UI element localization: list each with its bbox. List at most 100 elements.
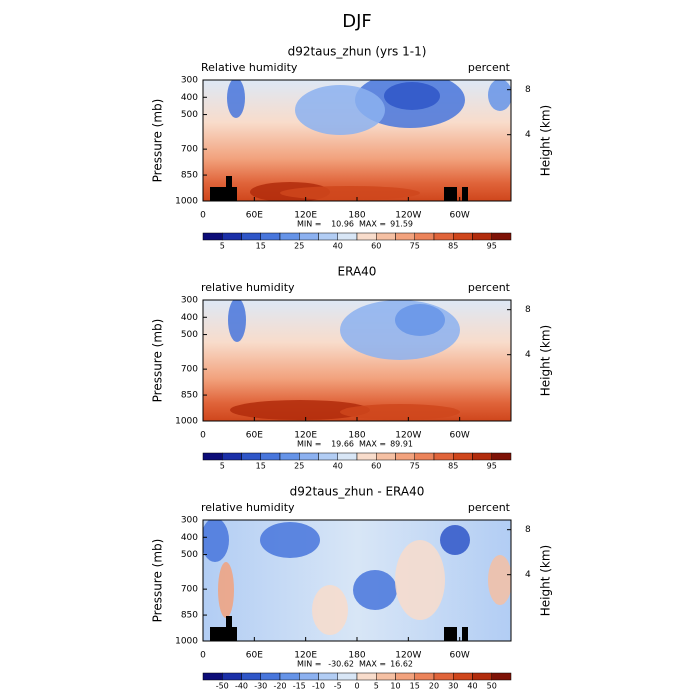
max-label: MAX = xyxy=(359,660,386,669)
x-tick-label: 60W xyxy=(449,431,469,441)
colorbar-box xyxy=(356,452,377,461)
colorbar-box xyxy=(202,672,223,681)
field-blob xyxy=(218,562,234,618)
field-blob xyxy=(227,80,245,118)
y-tick-label: 1000 xyxy=(175,197,198,207)
x-tick-label: 120W xyxy=(395,211,421,221)
y2-axis-label: Height (km) xyxy=(539,105,553,176)
field-blob xyxy=(280,186,420,200)
y-tick-label: 400 xyxy=(181,93,198,103)
field-blob xyxy=(312,585,348,635)
field-blob xyxy=(384,82,440,110)
colorbar-box xyxy=(453,672,473,681)
max-value: 16.62 xyxy=(390,660,413,669)
colorbar-box xyxy=(279,672,300,681)
field-blob xyxy=(395,304,445,336)
colorbar-label: 75 xyxy=(410,242,420,251)
field-blob xyxy=(395,540,445,620)
y-tick-label: 500 xyxy=(181,550,198,560)
y-tick-label: 300 xyxy=(181,516,198,526)
max-label: MAX = xyxy=(359,220,386,229)
topography xyxy=(226,616,232,641)
colorbar-box xyxy=(241,672,261,681)
y2-tick-label: 8 xyxy=(525,305,531,315)
field-blob xyxy=(340,300,460,360)
colorbar-box xyxy=(414,452,435,461)
colorbar-box xyxy=(337,672,358,681)
y-tick-label: 700 xyxy=(181,365,198,375)
field-blob xyxy=(203,520,229,562)
colorbar-label: 50 xyxy=(487,682,497,691)
colorbar-label: 85 xyxy=(448,242,458,251)
colorbar-label: -40 xyxy=(235,682,248,691)
colorbar-box xyxy=(337,452,358,461)
colorbar-box xyxy=(222,452,242,461)
colorbar-label: 75 xyxy=(410,462,420,471)
x-tick-label: 0 xyxy=(200,651,206,661)
colorbar-label: -10 xyxy=(312,682,325,691)
colorbar-box xyxy=(202,452,223,461)
colorbar-label: 5 xyxy=(374,682,379,691)
x-tick-label: 120E xyxy=(294,211,317,221)
y-tick-label: 1000 xyxy=(175,417,198,427)
y2-axis-label: Height (km) xyxy=(539,545,553,616)
field-blob xyxy=(228,300,246,342)
x-tick-label: 180 xyxy=(348,211,365,221)
y-tick-label: 1000 xyxy=(175,637,198,647)
max-label: MAX = xyxy=(359,440,386,449)
colorbar-label: -5 xyxy=(334,682,342,691)
x-tick-label: 60E xyxy=(246,431,263,441)
colorbar-box xyxy=(318,232,338,241)
colorbar-label: 25 xyxy=(294,242,304,251)
colorbar-label: 5 xyxy=(220,242,225,251)
x-tick-label: 120W xyxy=(395,651,421,661)
panel: d92taus_zhun - ERA40 relative humidity per… xyxy=(151,485,553,691)
field-blob xyxy=(260,522,320,558)
topography xyxy=(462,187,468,201)
colorbar-label: 15 xyxy=(256,462,266,471)
colorbar-box xyxy=(202,232,223,241)
y-tick-label: 700 xyxy=(181,585,198,595)
field-blob xyxy=(488,555,511,605)
colorbar-box xyxy=(433,232,454,241)
y2-tick-label: 8 xyxy=(525,85,531,95)
field xyxy=(203,300,511,421)
colorbar-box xyxy=(222,672,242,681)
colorbar-box xyxy=(395,672,415,681)
x-tick-label: 180 xyxy=(348,651,365,661)
field-blob xyxy=(230,400,370,420)
colorbar-box xyxy=(299,232,319,241)
colorbar-box xyxy=(260,672,281,681)
y-tick-label: 300 xyxy=(181,296,198,306)
colorbar-label: 40 xyxy=(467,682,477,691)
colorbar-box xyxy=(491,452,512,461)
colorbar-label: 95 xyxy=(487,242,497,251)
y-tick-label: 700 xyxy=(181,145,198,155)
x-tick-label: 120E xyxy=(294,431,317,441)
right-label: percent xyxy=(468,281,511,294)
colorbar-label: 15 xyxy=(256,242,266,251)
colorbar-label: 5 xyxy=(220,462,225,471)
x-tick-label: 0 xyxy=(200,211,206,221)
colorbar-label: 85 xyxy=(448,462,458,471)
field-blob xyxy=(340,404,460,420)
colorbar-box xyxy=(241,232,261,241)
x-tick-label: 60E xyxy=(246,651,263,661)
y-tick-label: 850 xyxy=(181,171,198,181)
left-label: relative humidity xyxy=(201,281,295,294)
max-value: 91.59 xyxy=(390,220,413,229)
y-tick-label: 850 xyxy=(181,391,198,401)
colorbar-box xyxy=(491,672,512,681)
topography xyxy=(444,187,457,201)
colorbar-box xyxy=(395,452,415,461)
field-blob xyxy=(295,85,385,135)
y-tick-label: 400 xyxy=(181,313,198,323)
colorbar-box xyxy=(433,452,454,461)
max-value: 89.91 xyxy=(390,440,413,449)
min-label: MIN = xyxy=(297,220,322,229)
colorbar-label: -15 xyxy=(293,682,306,691)
y-tick-label: 850 xyxy=(181,611,198,621)
colorbar-label: 30 xyxy=(448,682,458,691)
colorbar-box xyxy=(491,232,512,241)
